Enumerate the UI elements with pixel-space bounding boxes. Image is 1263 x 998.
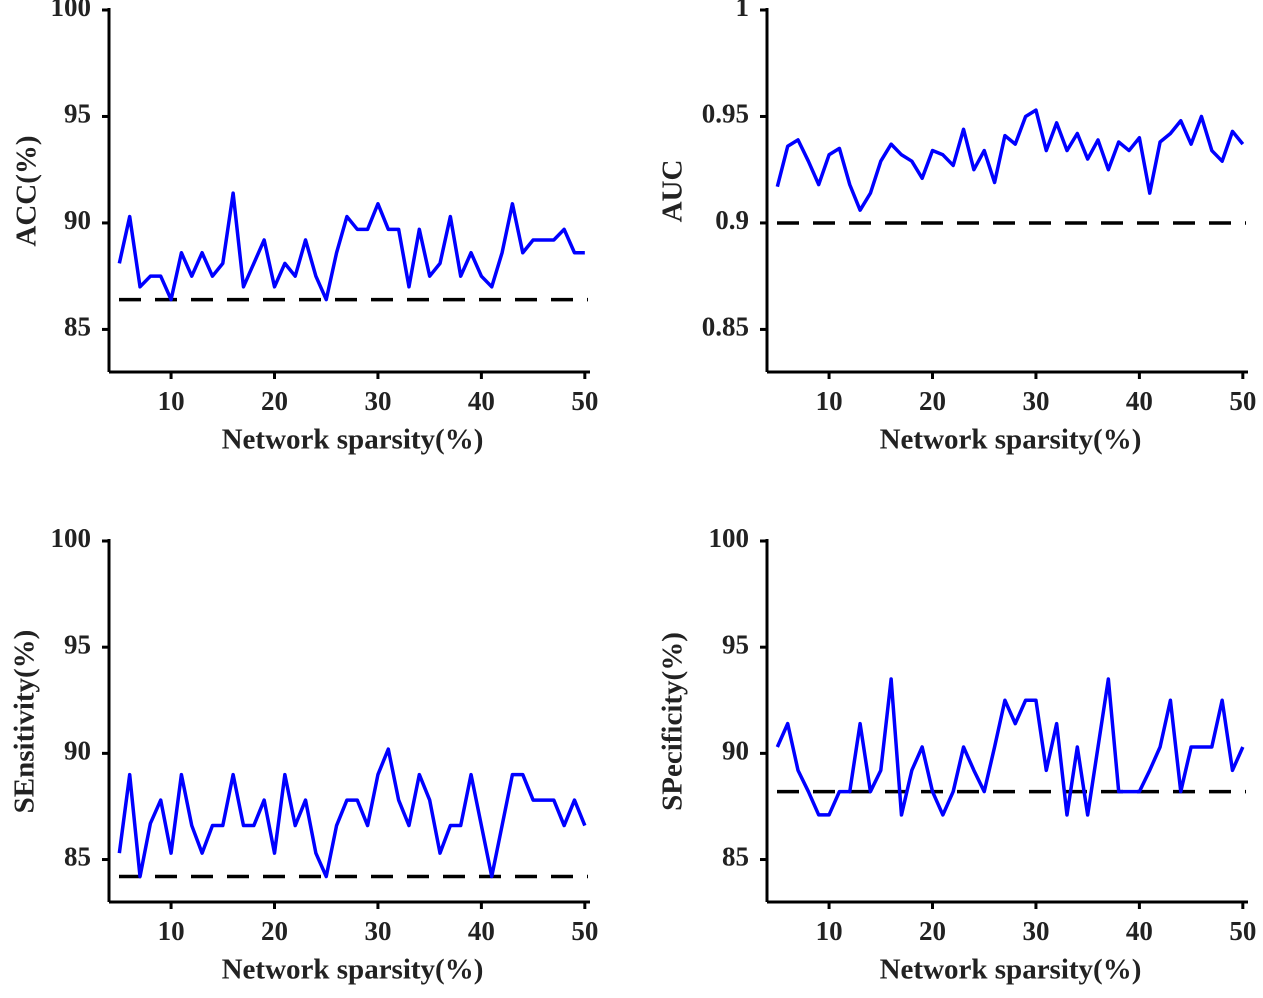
y-tick-label: 0.85 xyxy=(702,312,749,342)
x-tick-label: 10 xyxy=(816,386,843,416)
x-axis-label: Network sparsity(%) xyxy=(222,424,484,456)
x-axis-label: Network sparsity(%) xyxy=(222,954,484,986)
y-tick-label: 0.9 xyxy=(715,205,749,235)
y-tick-label: 90 xyxy=(64,205,91,235)
data-line xyxy=(775,677,1245,817)
y-tick-label: 95 xyxy=(64,99,91,129)
y-axis-label: SEnsitivity(%) xyxy=(9,630,41,814)
y-tick-label: 85 xyxy=(64,312,91,342)
y-tick-label: 85 xyxy=(64,842,91,872)
x-tick-label: 10 xyxy=(816,916,843,946)
x-tick-label: 40 xyxy=(1126,916,1153,946)
y-axis-label: SPecificity(%) xyxy=(657,632,689,811)
x-tick-label: 40 xyxy=(468,386,495,416)
x-tick-label: 50 xyxy=(1229,916,1256,946)
x-tick-label: 10 xyxy=(158,916,185,946)
y-tick-label: 90 xyxy=(64,736,91,766)
x-tick-label: 40 xyxy=(1126,386,1153,416)
x-axis-label: Network sparsity(%) xyxy=(880,954,1142,986)
data-line xyxy=(117,747,587,879)
y-tick-label: 85 xyxy=(722,842,749,872)
x-tick-label: 30 xyxy=(364,386,391,416)
data-line xyxy=(117,191,585,302)
x-tick-label: 20 xyxy=(261,386,288,416)
x-tick-label: 10 xyxy=(158,386,185,416)
x-axis-label: Network sparsity(%) xyxy=(880,424,1142,456)
x-tick-label: 30 xyxy=(364,916,391,946)
y-tick-label: 100 xyxy=(51,0,92,22)
x-tick-label: 20 xyxy=(919,916,946,946)
y-tick-label: 95 xyxy=(64,629,91,659)
x-tick-label: 50 xyxy=(1229,386,1256,416)
y-tick-label: 100 xyxy=(709,523,750,553)
x-tick-label: 20 xyxy=(919,386,946,416)
x-tick-label: 30 xyxy=(1022,916,1049,946)
data-line xyxy=(775,108,1245,212)
y-axis-label: ACC(%) xyxy=(11,135,43,246)
y-tick-label: 95 xyxy=(722,629,749,659)
y-tick-label: 100 xyxy=(51,523,92,553)
x-tick-label: 50 xyxy=(571,916,598,946)
y-tick-label: 1 xyxy=(736,0,750,22)
y-tick-label: 0.95 xyxy=(702,99,749,129)
x-tick-label: 40 xyxy=(468,916,495,946)
y-tick-label: 90 xyxy=(722,736,749,766)
y-axis-label: AUC xyxy=(657,160,689,223)
x-tick-label: 20 xyxy=(261,916,288,946)
x-tick-label: 30 xyxy=(1022,386,1049,416)
x-tick-label: 50 xyxy=(571,386,598,416)
